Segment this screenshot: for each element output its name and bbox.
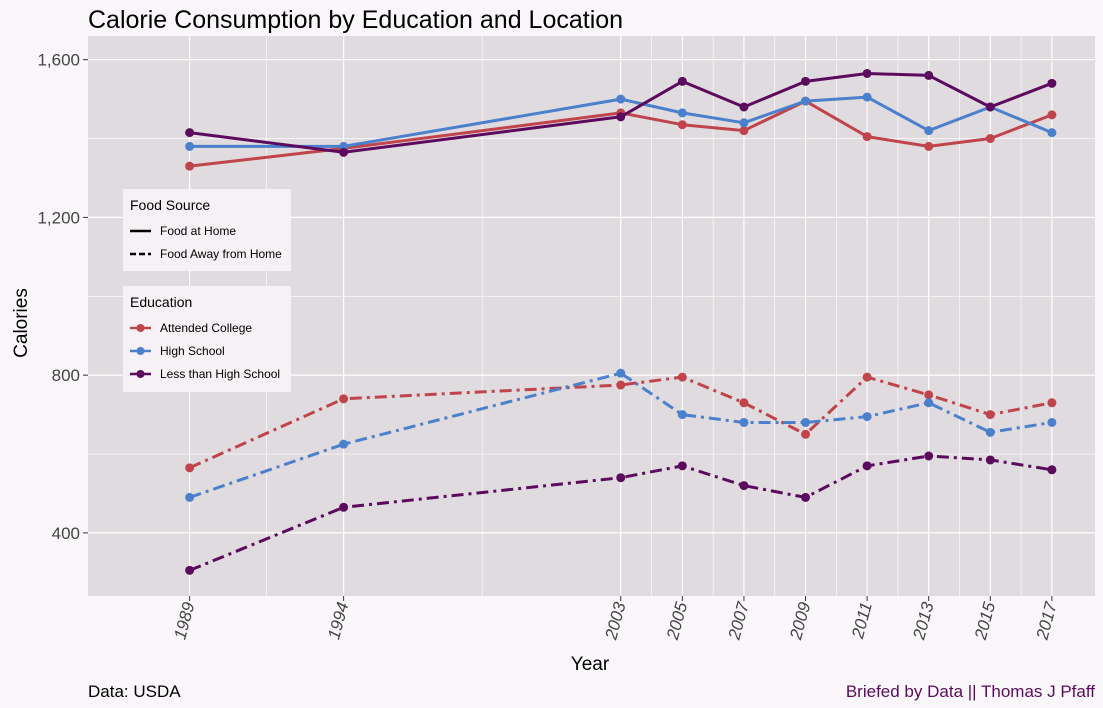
legend-label: Food at Home <box>160 224 236 238</box>
series-group <box>185 68 1057 575</box>
x-tick-label: 2011 <box>848 600 876 641</box>
data-point <box>985 134 995 144</box>
x-tick-label: 2005 <box>663 600 692 643</box>
data-point <box>739 417 749 427</box>
series-less-than-high-school-food-away-from-home <box>185 451 1057 575</box>
series-attended-college-food-away-from-home <box>185 372 1057 473</box>
data-point <box>616 112 626 122</box>
caption-author: Briefed by Data || Thomas J Pfaff <box>846 682 1095 701</box>
data-point <box>677 76 687 86</box>
data-point <box>801 492 811 502</box>
legend-label: Attended College <box>160 321 252 335</box>
data-point <box>924 141 934 151</box>
y-axis-title: Calories <box>11 288 32 358</box>
series-line <box>189 95 1053 148</box>
data-point <box>862 132 872 142</box>
legend-title: Education <box>130 294 192 310</box>
data-point <box>924 398 934 408</box>
data-point <box>862 412 872 422</box>
legend-group: Food Source Food at Home Food Away from Ho… <box>123 189 291 392</box>
legend-label: High School <box>160 344 225 358</box>
x-tick-label: 2007 <box>724 600 753 643</box>
x-tick-label: 2013 <box>909 600 938 643</box>
caption-source: Data: USDA <box>88 682 181 701</box>
data-point <box>801 76 811 86</box>
series-line <box>189 371 1053 499</box>
data-point <box>1047 110 1057 120</box>
legend-label: Less than High School <box>160 367 280 381</box>
data-point <box>339 439 349 449</box>
data-point <box>1047 398 1057 408</box>
data-point <box>985 102 995 112</box>
legend-key-point <box>136 347 145 355</box>
data-point <box>862 92 872 102</box>
data-point <box>924 390 934 400</box>
series-line <box>189 72 1053 154</box>
series-line <box>189 99 1053 168</box>
x-tick-label: 2015 <box>971 600 1000 643</box>
x-tick-label: 2009 <box>786 600 815 643</box>
legend-label: Food Away from Home <box>160 247 282 261</box>
data-point <box>985 427 995 437</box>
series-less-than-high-school-food-at-home <box>185 68 1057 157</box>
data-point <box>924 70 934 80</box>
data-point <box>616 94 626 104</box>
data-point <box>677 108 687 118</box>
y-tick-label: 1,200 <box>37 208 80 227</box>
data-point <box>1047 465 1057 475</box>
data-point <box>862 461 872 471</box>
data-point <box>739 102 749 112</box>
data-point <box>739 481 749 491</box>
data-point <box>985 455 995 465</box>
x-tick-label: 1994 <box>324 600 352 641</box>
y-tick-label: 1,600 <box>37 51 80 70</box>
data-point <box>185 492 195 502</box>
data-point <box>924 126 934 136</box>
y-tick-label: 800 <box>52 366 80 385</box>
data-point <box>616 380 626 390</box>
data-point <box>677 120 687 130</box>
data-point <box>616 368 626 378</box>
data-point <box>677 461 687 471</box>
data-point <box>739 118 749 128</box>
legend-key-point <box>136 324 145 332</box>
y-tick-label: 400 <box>52 524 80 543</box>
data-point <box>677 372 687 382</box>
legend-education: Education Attended College High School Less… <box>123 286 291 392</box>
chart-title: Calorie Consumption by Education and Loc… <box>88 6 623 34</box>
data-point <box>339 147 349 157</box>
data-point <box>739 398 749 408</box>
x-axis-title: Year <box>571 654 610 675</box>
data-point <box>339 502 349 512</box>
data-point <box>185 128 195 138</box>
data-point <box>924 451 934 461</box>
data-point <box>862 68 872 78</box>
series-line <box>189 454 1053 572</box>
x-tick-label: 1989 <box>170 600 198 642</box>
data-point <box>862 372 872 382</box>
data-point <box>801 96 811 106</box>
data-point <box>801 417 811 427</box>
series-high-school-food-away-from-home <box>185 368 1057 502</box>
legend-key-point <box>136 370 145 378</box>
data-point <box>185 141 195 151</box>
data-point <box>185 463 195 473</box>
data-point <box>339 394 349 404</box>
data-point <box>185 565 195 575</box>
x-tick-label: 2017 <box>1032 600 1061 643</box>
series-line <box>188 375 1053 470</box>
legend-food-source: Food Source Food at Home Food Away from Ho… <box>123 189 291 271</box>
data-point <box>677 410 687 420</box>
data-point <box>739 126 749 136</box>
data-point <box>1047 78 1057 88</box>
x-tick-label: 2003 <box>601 600 630 643</box>
legend-title: Food Source <box>130 197 210 213</box>
data-point <box>185 161 195 171</box>
data-point <box>985 410 995 420</box>
data-point <box>801 429 811 439</box>
data-point <box>616 473 626 483</box>
data-point <box>1047 417 1057 427</box>
data-point <box>1047 128 1057 138</box>
